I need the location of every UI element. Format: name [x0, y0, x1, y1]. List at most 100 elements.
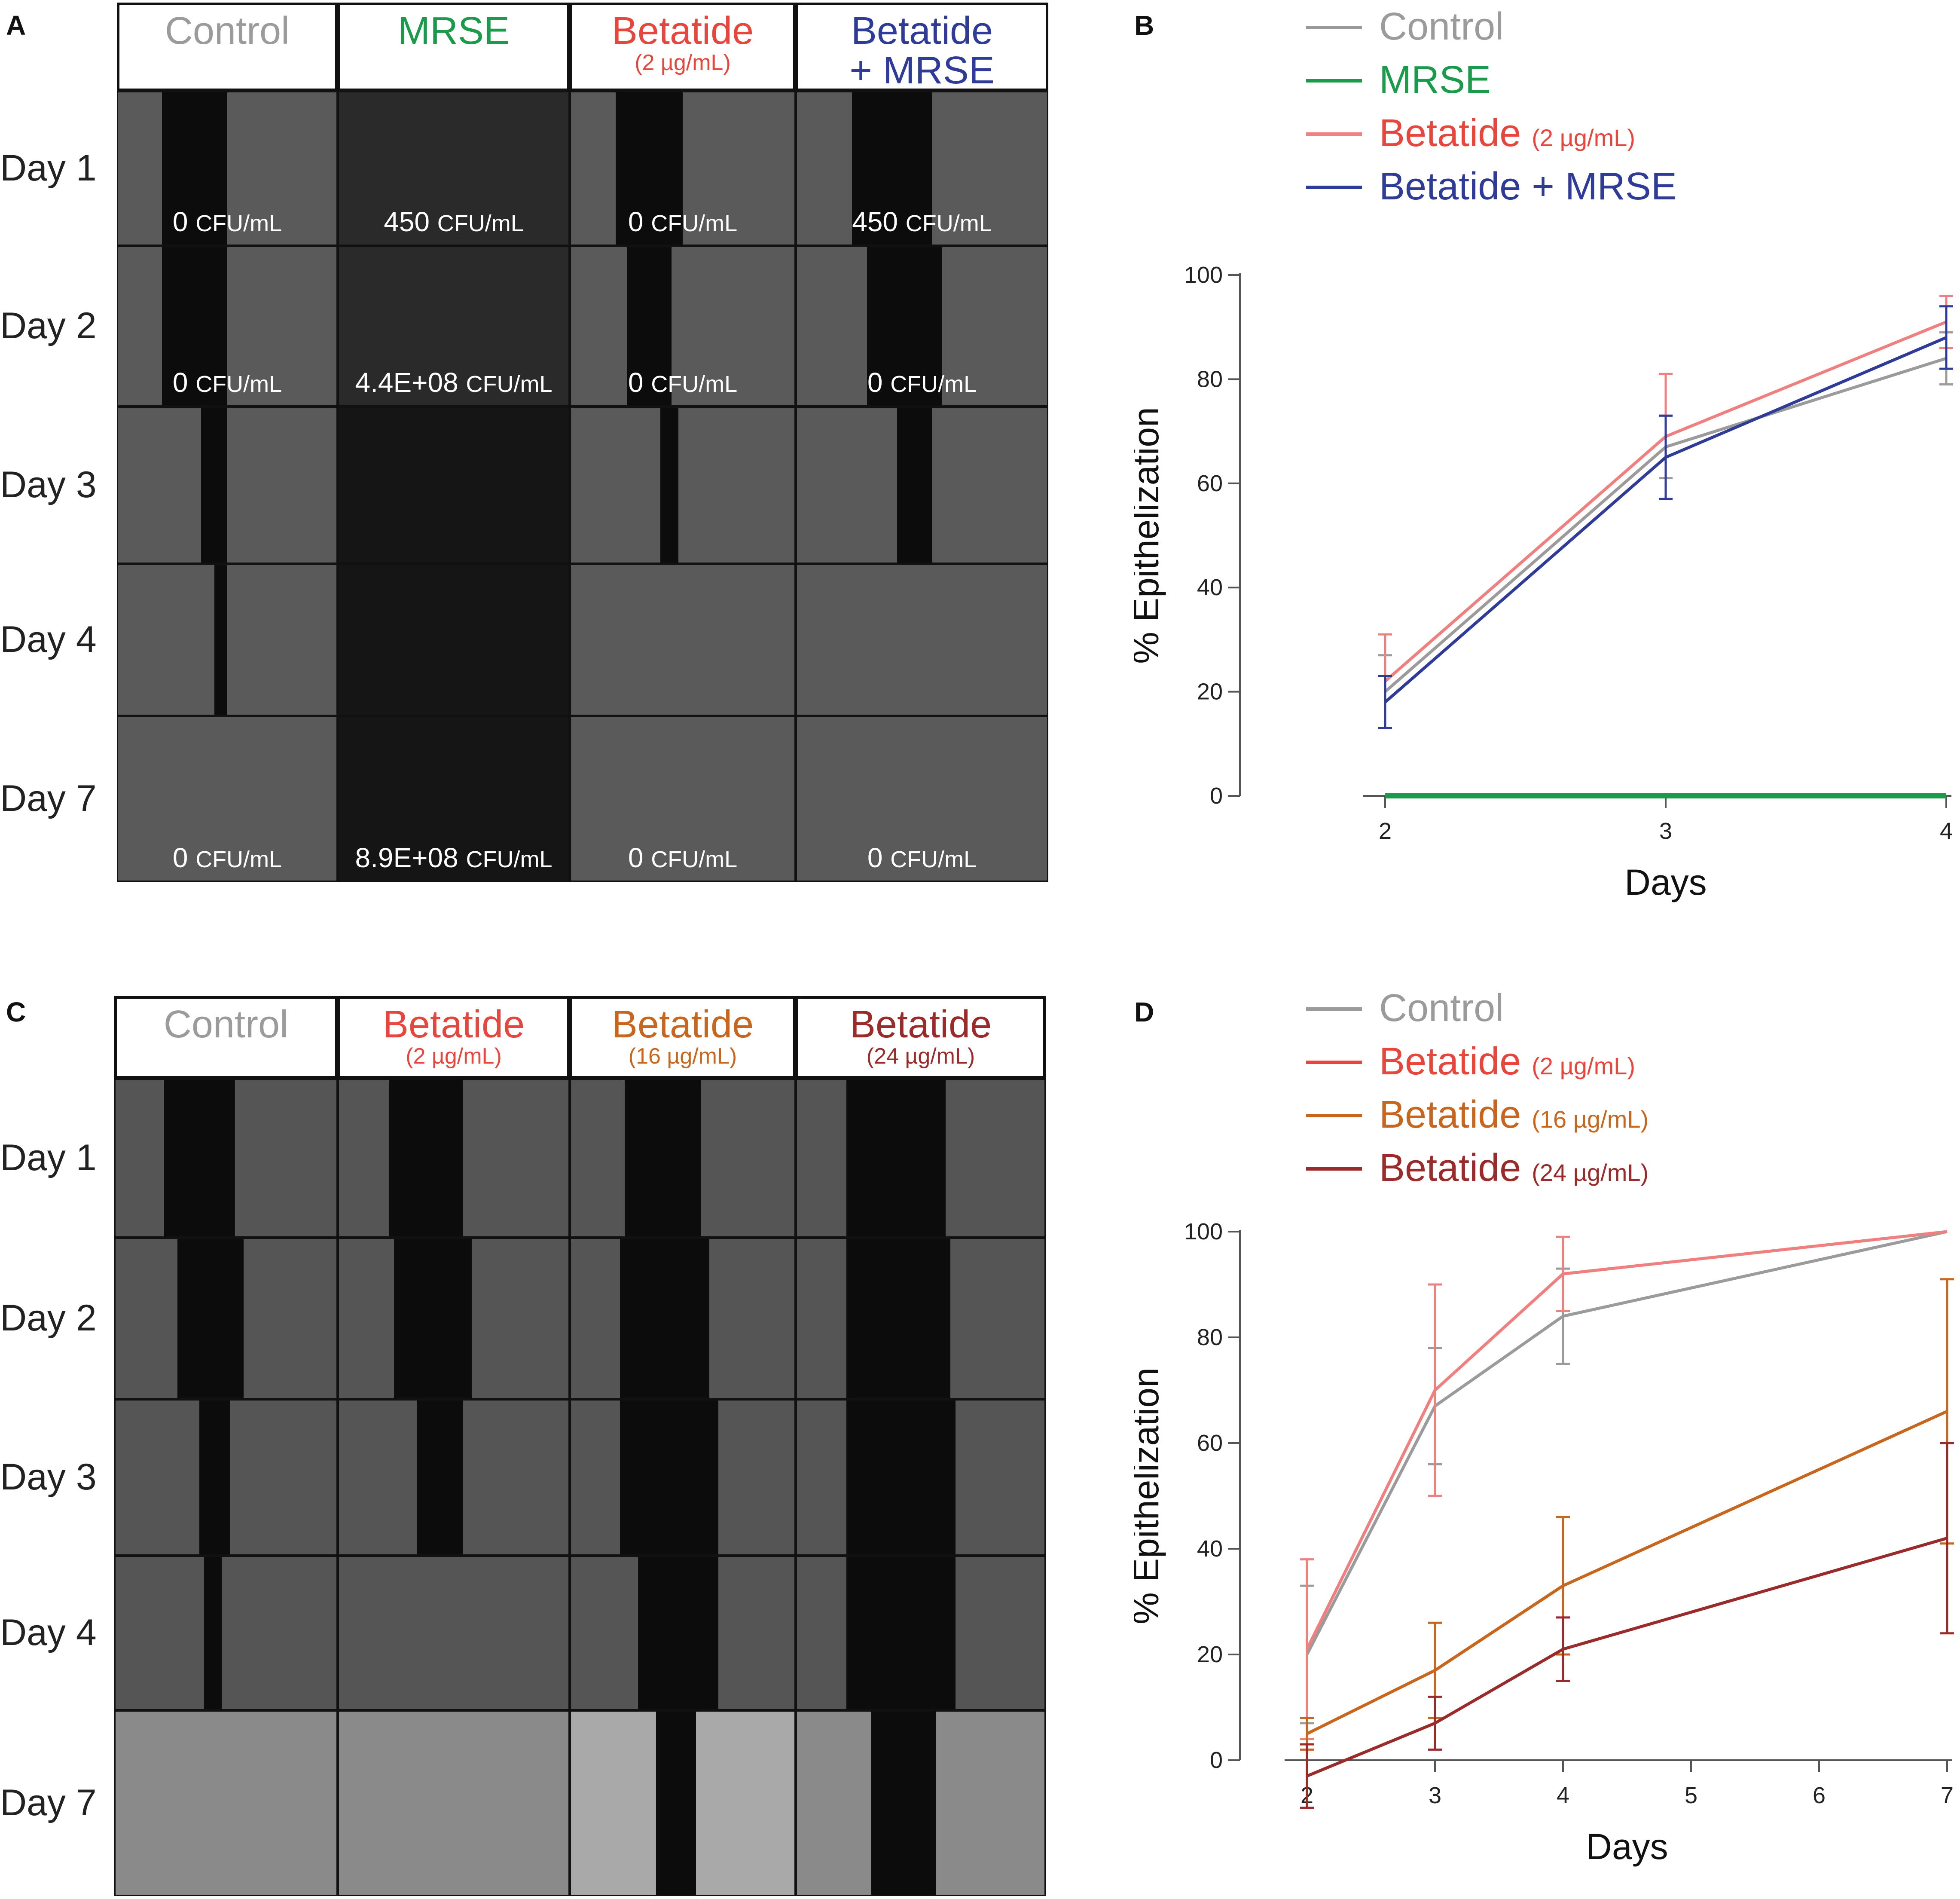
panel-b-y-axis-label: % Epithelization	[1134, 407, 1166, 664]
panel-b-legend-swatch	[1306, 132, 1362, 136]
panel-c-image-cell	[116, 1401, 336, 1554]
cfu-unit: CFU/mL	[195, 211, 282, 236]
legend-name: Betatide + MRSE	[1379, 165, 1677, 208]
panel-d-legend-swatch	[1306, 1061, 1362, 1064]
panel-c-day-label: Day 1	[0, 1137, 97, 1178]
panel-c-image-cell	[797, 1239, 1044, 1398]
panel-c-wound-gap	[204, 1557, 222, 1709]
panel-b-x-tick-label: 2	[1379, 818, 1392, 844]
panel-b-y-tick-label: 100	[1184, 262, 1223, 288]
panel-a-cfu-label: 450 CFU/mL	[797, 206, 1047, 238]
cfu-unit: CFU/mL	[905, 211, 992, 236]
legend-name: Betatide	[1379, 112, 1532, 155]
panel-d-y-tick-label: 80	[1197, 1324, 1223, 1350]
panel-a-wound-gap	[162, 247, 227, 405]
panel-c-day-label: Day 4	[0, 1612, 97, 1653]
panel-c-day-label: Day 3	[0, 1456, 97, 1498]
panel-a-day-label: Day 3	[0, 464, 97, 505]
panel-d-legend-label: Betatide (2 µg/mL)	[1379, 1040, 1635, 1088]
panel-c-wound-gap	[620, 1239, 710, 1398]
legend-name: Betatide	[1379, 1040, 1532, 1083]
panel-b-plot-svg: 0 20 40 60 80 100 2 3 4 Days % Epithelization	[1134, 262, 1953, 902]
panel-a-wound-gap	[897, 408, 932, 563]
panel-c-wound-gap	[846, 1401, 956, 1554]
panel-c-header-title: Betatide	[849, 1003, 992, 1046]
panel-c-wound-gap	[199, 1401, 231, 1554]
panel-a-cfu-label: 0 CFU/mL	[571, 367, 794, 398]
panel-a-day-label: Day 4	[0, 619, 97, 660]
panel-a-day-label: Day 2	[0, 305, 97, 346]
cfu-unit: CFU/mL	[195, 847, 282, 872]
panel-b-legend-swatch	[1306, 26, 1362, 29]
panel-c-wound-gap	[394, 1239, 472, 1398]
cfu-unit: CFU/mL	[651, 371, 738, 397]
panel-a-header-3: Betatide + MRSE	[796, 3, 1048, 91]
panel-a-image-cell	[118, 565, 336, 715]
legend-sub: (24 µg/mL)	[1532, 1159, 1649, 1186]
panel-d-legend-label: Betatide (24 µg/mL)	[1379, 1147, 1649, 1194]
cfu-unit: CFU/mL	[651, 847, 738, 872]
cfu-value: 0	[867, 367, 891, 398]
panel-a-image-cell	[797, 408, 1047, 563]
panel-a-header-sub: + MRSE	[849, 49, 995, 92]
panel-c-image-cell	[571, 1712, 794, 1895]
panel-letter-c: C	[6, 997, 26, 1027]
cfu-value: 0	[628, 367, 651, 398]
panel-d-series-line	[1305, 1230, 1948, 1655]
panel-d-chart: Control Betatide (2 µg/mL) Betatide (16 µ…	[1134, 987, 1960, 1899]
cfu-unit: CFU/mL	[195, 371, 282, 397]
panel-c-header-0: Control	[114, 996, 338, 1079]
panel-b-y-tick-label: 20	[1197, 679, 1223, 705]
panel-b-legend-swatch	[1306, 79, 1362, 83]
panel-c-wound-gap	[846, 1239, 951, 1398]
panel-d-y-axis-label: % Epithelization	[1134, 1367, 1166, 1624]
panel-a-cfu-label: 8.9E+08 CFU/mL	[339, 842, 568, 874]
cfu-value: 450	[384, 206, 437, 237]
panel-a-cfu-label: 0 CFU/mL	[571, 206, 794, 238]
panel-b-y-tick-label: 80	[1197, 366, 1223, 392]
legend-name: Control	[1379, 987, 1504, 1030]
panel-a-image-cell	[571, 408, 794, 563]
panel-d-legend-swatch	[1306, 1114, 1362, 1117]
panel-a-image-cell: 450 CFU/mL	[797, 92, 1047, 245]
panel-a-cfu-label: 450 CFU/mL	[339, 206, 568, 238]
panel-d-legend-swatch	[1306, 1007, 1362, 1011]
panel-d-x-axis-label: Days	[1586, 1826, 1668, 1867]
panel-c-header-sub: (2 µg/mL)	[406, 1044, 502, 1069]
panel-c-image-cell	[116, 1080, 336, 1236]
panel-a-cfu-label: 0 CFU/mL	[118, 206, 336, 238]
panel-d-y-tick-label: 100	[1184, 1219, 1223, 1245]
cfu-value: 0	[172, 842, 196, 873]
panel-c-header-sub: (24 µg/mL)	[866, 1044, 975, 1069]
panel-a-header-title: Betatide	[611, 9, 754, 52]
panel-a-wound-gap	[852, 92, 932, 245]
cfu-value: 0	[172, 367, 196, 398]
panel-c-image-cell	[116, 1239, 336, 1398]
panel-c-header-1: Betatide (2 µg/mL)	[338, 996, 570, 1079]
panel-c-image-cell	[797, 1712, 1044, 1895]
panel-c-image-cell	[116, 1557, 336, 1709]
panel-c-image-cell	[571, 1557, 794, 1709]
panel-c-header-2: Betatide (16 µg/mL)	[570, 996, 796, 1079]
cfu-value: 0	[172, 206, 196, 237]
panel-a-image-cell: 0 CFU/mL	[571, 717, 794, 881]
panel-d-y-tick-label: 40	[1197, 1536, 1223, 1562]
panel-b-chart: Control MRSE Betatide (2 µg/mL) Betatide …	[1134, 0, 1960, 945]
panel-a-header-title: Betatide	[851, 9, 993, 52]
panel-a-image-cell: 0 CFU/mL	[797, 717, 1047, 881]
legend-sub: (16 µg/mL)	[1532, 1106, 1649, 1133]
panel-a-wound-gap	[162, 92, 227, 245]
panel-b-y-tick-label: 40	[1197, 575, 1223, 600]
cfu-unit: CFU/mL	[466, 847, 553, 872]
panel-c-wound-gap	[871, 1712, 936, 1895]
panel-a-image-cell: 4.4E+08 CFU/mL	[339, 247, 568, 405]
panel-b-legend-label: MRSE	[1379, 58, 1491, 101]
legend-name: Betatide	[1379, 1147, 1532, 1190]
panel-a-header-title: MRSE	[397, 9, 510, 52]
legend-sub: (2 µg/mL)	[1532, 1052, 1636, 1079]
legend-name: MRSE	[1379, 58, 1491, 101]
panel-letter-b: B	[1134, 10, 1154, 41]
panel-b-legend-label: Betatide (2 µg/mL)	[1379, 112, 1635, 159]
panel-a-image-cell	[339, 565, 568, 715]
panel-d-y-tick-label: 0	[1210, 1747, 1223, 1773]
